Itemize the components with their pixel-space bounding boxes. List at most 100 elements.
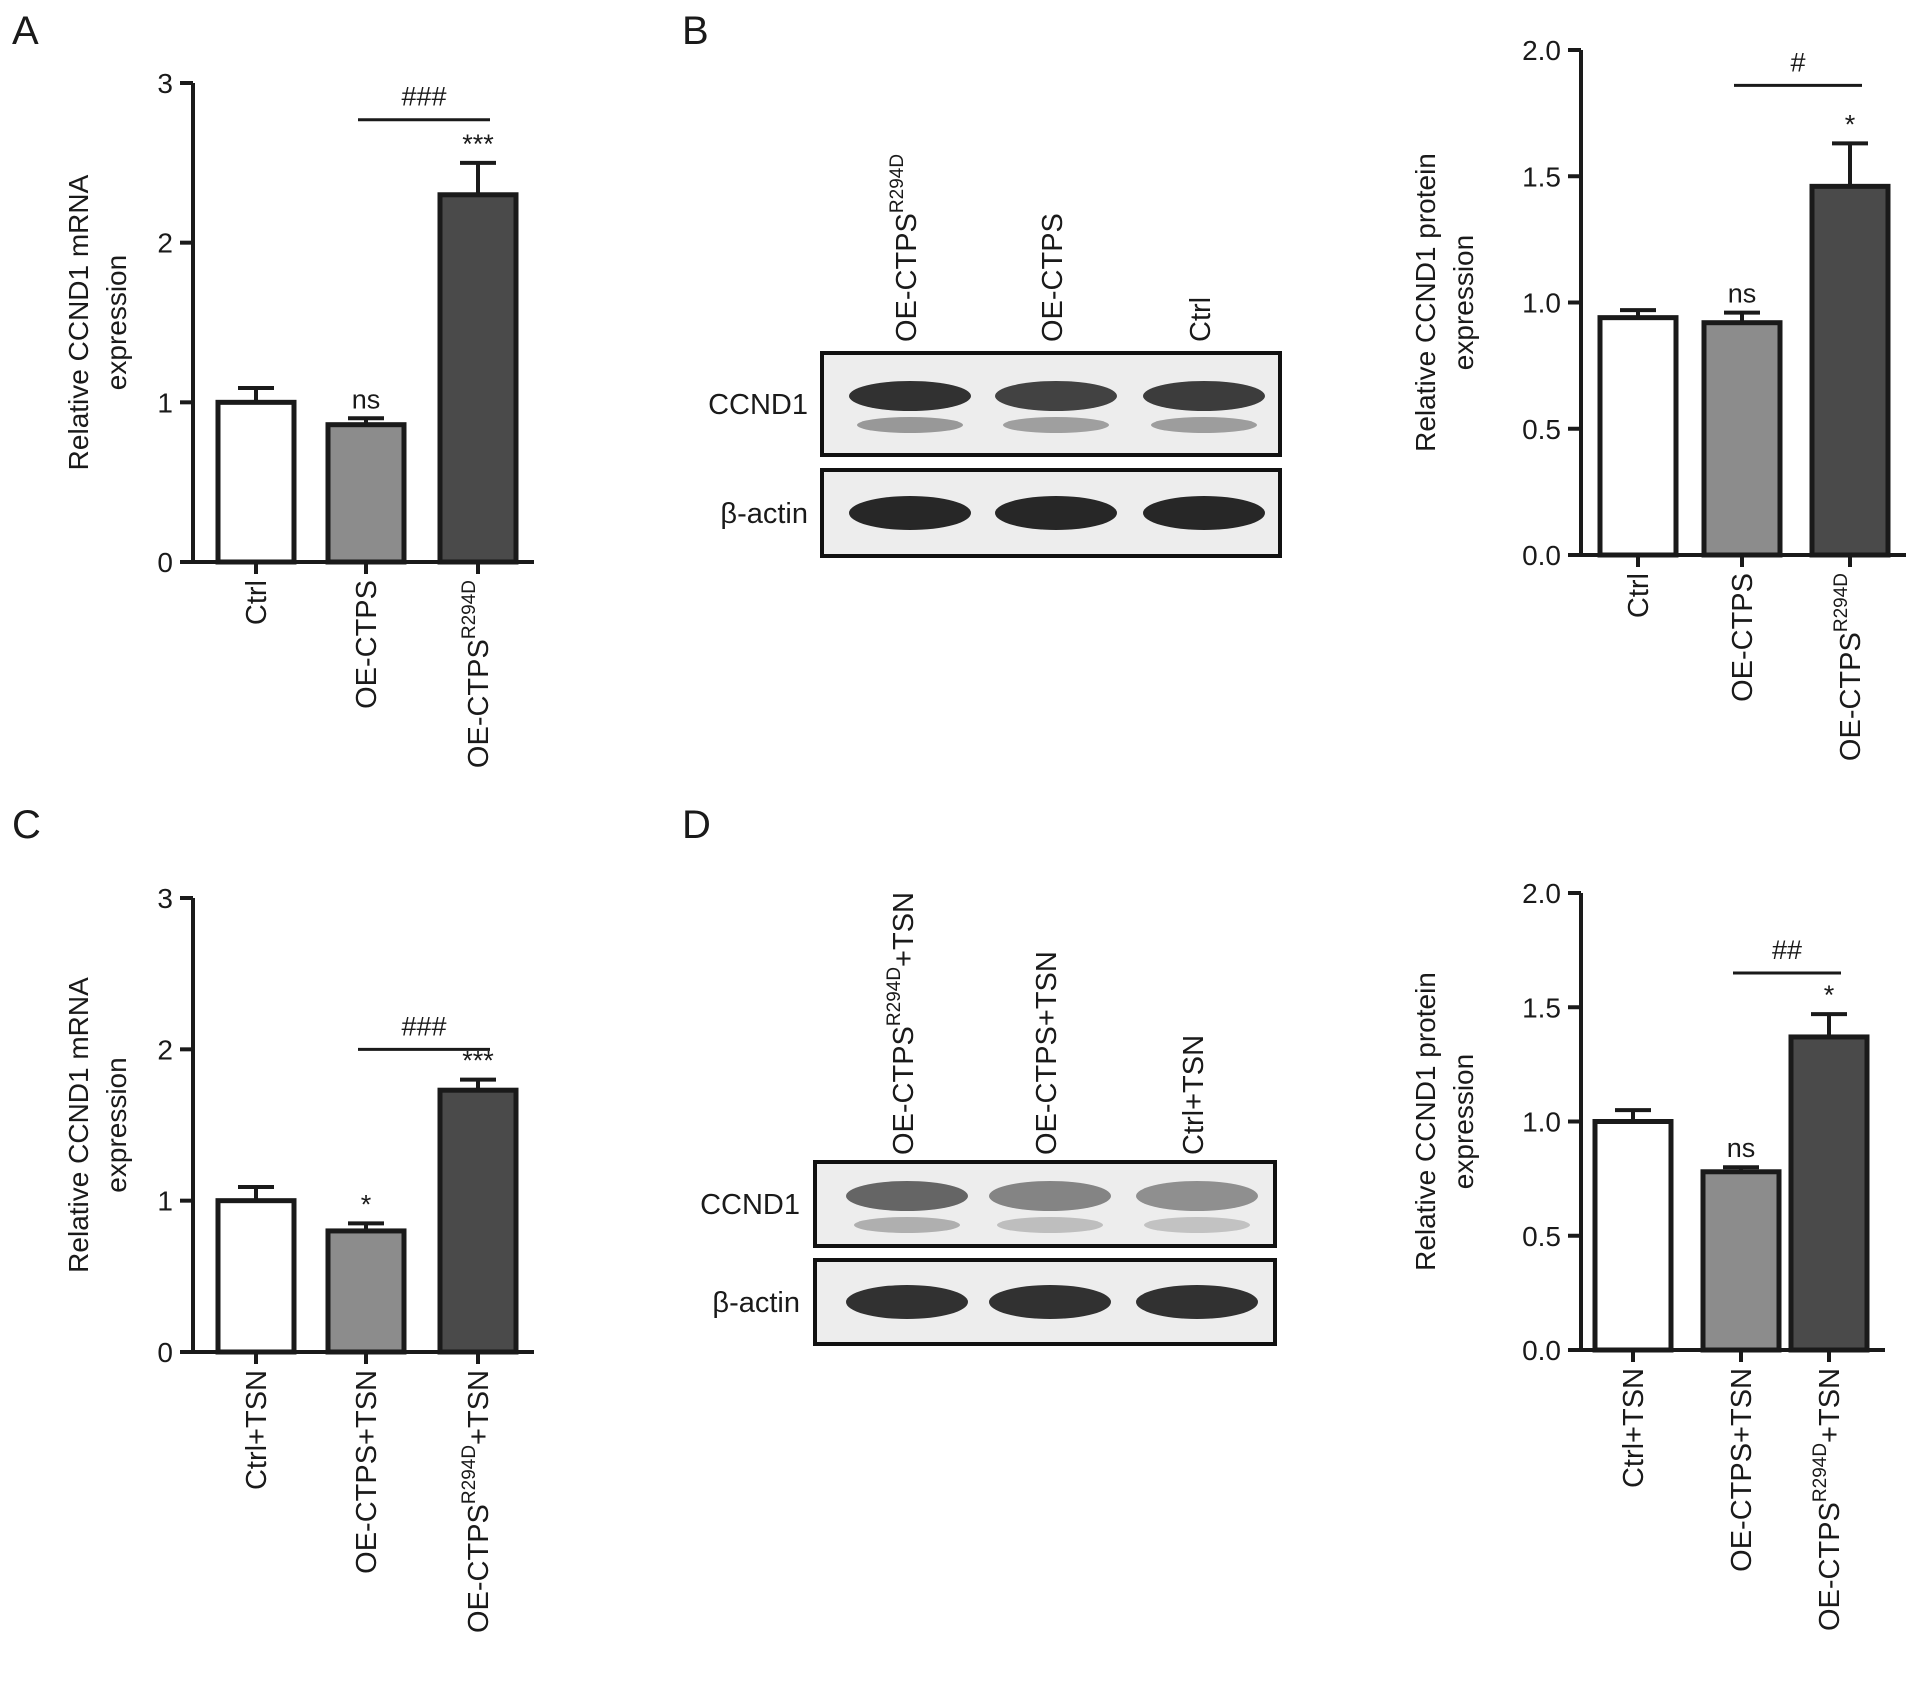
x-category-label-base: Ctrl+TSN	[1618, 1368, 1650, 1488]
blot-lane-label: OE-CTPS+TSN	[1031, 951, 1063, 1155]
significance-marker: *	[1845, 109, 1856, 139]
bar	[215, 399, 297, 565]
comparison-label: ###	[401, 1011, 446, 1041]
significance-marker: ns	[1727, 1133, 1756, 1163]
bar-chart-b: 0.0 0.5 1.0 1.5 2.0 Relative CCND1 protein exp…	[1410, 35, 1906, 761]
blot-band	[1136, 1181, 1258, 1211]
blot-band	[995, 496, 1117, 530]
blot-band-secondary	[1151, 417, 1257, 433]
blot-row-label: β-actin	[712, 1287, 800, 1319]
x-category-label-base: OE-CTPS+TSN	[351, 1370, 383, 1574]
y-tick-label: 2.0	[1522, 35, 1561, 66]
blot-lane-label: OE-CTPSR294D	[887, 154, 923, 342]
comparison-label: ###	[401, 82, 446, 112]
bar	[1809, 183, 1891, 558]
x-category-label: OE-CTPSR294D	[1831, 573, 1867, 761]
significance-marker: *	[1824, 980, 1835, 1010]
x-category-label-suffix: +TSN	[1814, 1368, 1846, 1443]
y-tick-label: 1.5	[1522, 161, 1561, 192]
blot-band-secondary	[857, 417, 963, 433]
blot-lane-label-base: OE-CTPS+TSN	[1031, 951, 1063, 1155]
y-tick-label: 0.5	[1522, 414, 1561, 445]
comparison-label: #	[1790, 47, 1805, 77]
x-category-label-base: Ctrl	[1623, 573, 1655, 618]
y-tick-label: 3	[157, 883, 173, 914]
blot-lane-label: OE-CTPS	[1037, 213, 1069, 342]
x-category-label: OE-CTPS	[1727, 573, 1759, 702]
significance-marker: ***	[462, 129, 494, 159]
x-category-label: OE-CTPS	[351, 580, 383, 709]
y-axis-title-line-1: Relative CCND1 mRNA	[63, 174, 94, 470]
x-category-label-base: Ctrl+TSN	[241, 1370, 273, 1490]
y-tick-label: 2	[157, 228, 173, 259]
panel-letter-b: B	[682, 9, 709, 53]
y-tick-label: 0.0	[1522, 1335, 1561, 1366]
y-axis-title-line-1: Relative CCND1 mRNA	[63, 977, 94, 1273]
y-axis-title-line-2: expression	[1448, 1054, 1479, 1189]
significance-marker: ns	[1728, 279, 1757, 309]
blot-lane-label-base: OE-CTPS	[891, 213, 923, 342]
bar	[325, 1228, 407, 1355]
blot-band	[846, 1181, 968, 1211]
x-category-label-suffix: +TSN	[463, 1370, 495, 1445]
x-category-label-base: OE-CTPS	[463, 1504, 495, 1633]
bar	[1597, 315, 1679, 558]
y-tick-label: 2.0	[1522, 878, 1561, 909]
blot-lane-label-superscript: R294D	[887, 154, 908, 213]
bar	[215, 1198, 297, 1355]
blot-lane-label-suffix: +TSN	[888, 892, 920, 967]
x-category-label: OE-CTPS+TSN	[351, 1370, 383, 1574]
blot-band	[1143, 381, 1265, 411]
blot-band-secondary	[1003, 417, 1109, 433]
blot-band	[846, 1285, 968, 1319]
y-tick-label: 1	[157, 1186, 173, 1217]
blot-lane-label: Ctrl+TSN	[1178, 1035, 1210, 1155]
blot-lane-label: OE-CTPSR294D+TSN	[884, 892, 920, 1155]
y-axis-title-line-2: expression	[101, 1057, 132, 1192]
y-tick-label: 3	[157, 68, 173, 99]
blot-lane-label-superscript: R294D	[884, 967, 905, 1026]
panel-letter-d: D	[682, 803, 711, 847]
x-category-label: Ctrl	[241, 580, 273, 625]
x-category-label-base: OE-CTPS	[351, 580, 383, 709]
blot-row-label: CCND1	[700, 1189, 800, 1221]
x-category-label-superscript: R294D	[459, 580, 480, 639]
y-tick-label: 2	[157, 1034, 173, 1065]
bar	[325, 422, 407, 565]
bar-chart-d: 0.0 0.5 1.0 1.5 2.0 Relative CCND1 protein exp…	[1410, 878, 1885, 1631]
blot-band	[995, 381, 1117, 411]
bar	[437, 192, 519, 565]
y-tick-label: 1	[157, 387, 173, 418]
y-tick-label: 1.0	[1522, 1107, 1561, 1138]
y-axis-title-line-2: expression	[1448, 235, 1479, 370]
x-category-label-base: OE-CTPS	[463, 639, 495, 768]
x-category-label-base: OE-CTPS	[1727, 573, 1759, 702]
x-category-label-base: OE-CTPS	[1814, 1502, 1846, 1631]
blot-row-label: β-actin	[720, 498, 808, 530]
y-axis-title-line-1: Relative CCND1 protein	[1410, 972, 1441, 1271]
blot-lane-label-base: OE-CTPS	[888, 1026, 920, 1155]
panel-letter-a: A	[12, 9, 39, 53]
y-axis-title-line-1: Relative CCND1 protein	[1410, 153, 1441, 452]
x-category-label: OE-CTPS+TSN	[1726, 1368, 1758, 1572]
blot-band-secondary	[997, 1217, 1103, 1233]
significance-marker: ns	[352, 384, 381, 414]
x-category-label-superscript: R294D	[1831, 573, 1852, 632]
comparison-label: ##	[1772, 935, 1802, 965]
blot-band	[1136, 1285, 1258, 1319]
blot-band	[1143, 496, 1265, 530]
y-tick-label: 1.5	[1522, 992, 1561, 1023]
bar	[1592, 1119, 1674, 1353]
x-category-label: Ctrl+TSN	[1618, 1368, 1650, 1488]
blot-lane-label-base: OE-CTPS	[1037, 213, 1069, 342]
x-category-label-base: Ctrl	[241, 580, 273, 625]
blot-band	[849, 496, 971, 530]
x-category-label: OE-CTPSR294D	[459, 580, 495, 768]
y-tick-label: 0	[157, 547, 173, 578]
bar	[1700, 1169, 1782, 1353]
significance-marker: *	[361, 1189, 372, 1219]
x-category-label: Ctrl+TSN	[241, 1370, 273, 1490]
y-tick-label: 0.0	[1522, 540, 1561, 571]
